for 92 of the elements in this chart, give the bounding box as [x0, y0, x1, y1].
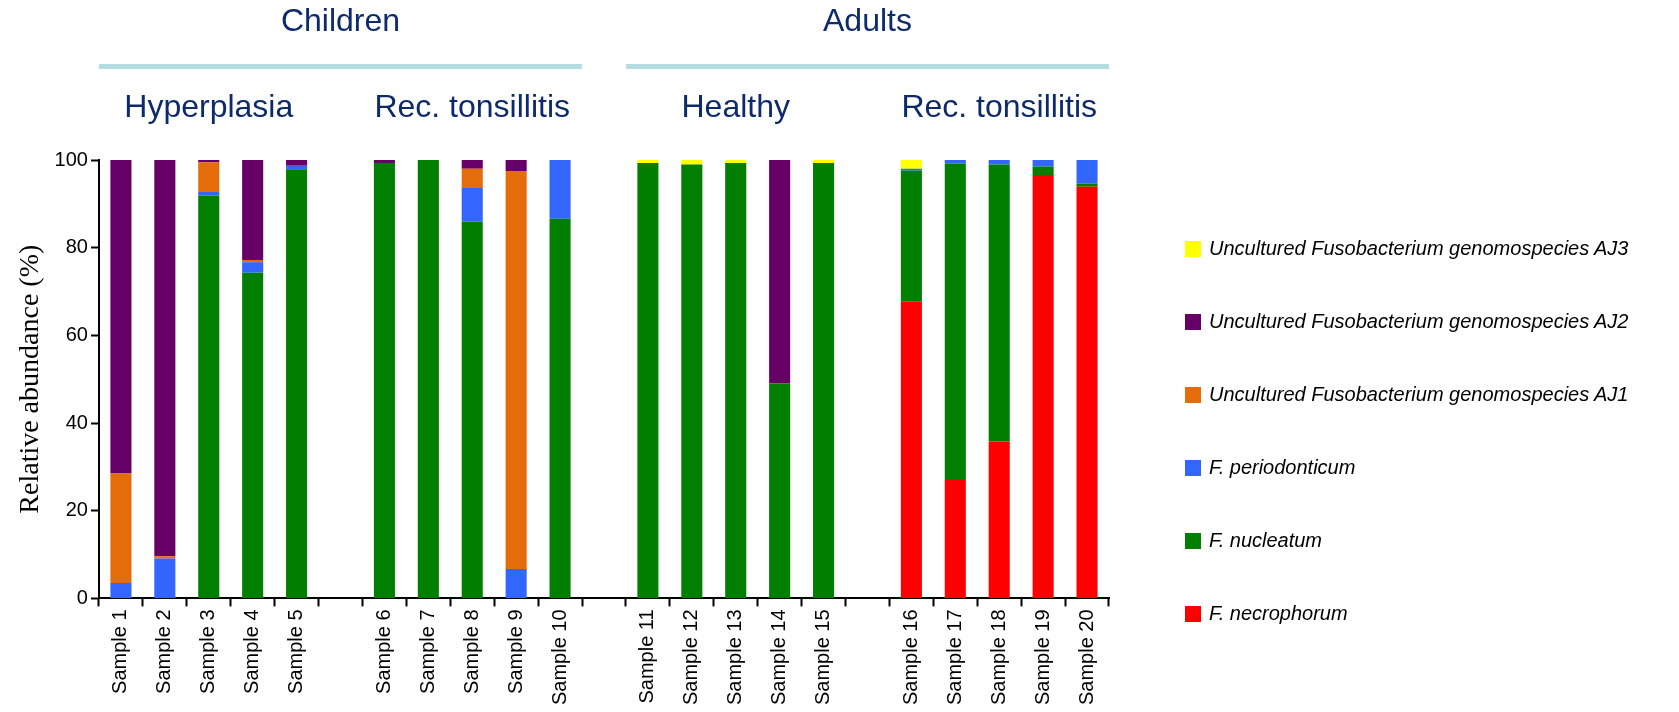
bar	[637, 163, 659, 598]
x-tick-label: Sample 7	[415, 609, 438, 694]
y-tick-label: 40	[65, 410, 88, 433]
bar	[637, 160, 659, 164]
bar	[944, 480, 966, 598]
bar	[988, 164, 1010, 442]
bar	[813, 160, 835, 164]
bar	[1076, 186, 1098, 598]
bar	[900, 160, 922, 169]
bar	[549, 218, 571, 598]
x-tick-label: Sample 11	[635, 609, 658, 704]
text: Healthy	[681, 88, 790, 125]
bar	[1076, 160, 1098, 184]
bar	[769, 160, 791, 384]
bar	[1032, 166, 1054, 175]
bar	[110, 473, 132, 584]
x-tick-label: Sample 16	[898, 609, 921, 706]
bar	[549, 160, 571, 219]
bar	[461, 221, 483, 598]
x-tick-label: Sample 3	[196, 609, 219, 694]
legend-label: F. nucleatum	[1209, 529, 1323, 552]
bar	[505, 160, 527, 171]
bar	[988, 441, 1010, 598]
x-tick-label: Sample 15	[811, 609, 834, 706]
bar	[154, 558, 176, 598]
bar	[110, 583, 132, 598]
text: Hyperplasia	[124, 88, 294, 125]
bar	[286, 169, 308, 598]
bar	[725, 163, 747, 598]
bar	[373, 163, 395, 598]
bar	[242, 160, 264, 260]
x-tick-label: Sample 20	[1074, 609, 1097, 706]
bar	[725, 160, 747, 164]
bar	[154, 556, 176, 559]
x-tick-label: Sample 9	[503, 609, 526, 694]
bar	[198, 195, 220, 598]
y-axis-title: Relative abundance (%)	[13, 244, 45, 514]
text: Rec. tonsillitis	[374, 88, 571, 125]
bar	[944, 160, 966, 164]
text: Children	[280, 2, 401, 39]
y-tick-label: 20	[65, 498, 88, 521]
bar	[198, 162, 220, 192]
bar	[110, 160, 132, 474]
bar	[417, 160, 439, 598]
x-tick-label: Sample 2	[152, 609, 175, 694]
legend-label: Uncultured Fusobacterium genomospecies AJ3	[1209, 237, 1629, 260]
bar	[198, 160, 220, 163]
bar	[769, 383, 791, 598]
bar	[461, 168, 483, 189]
y-tick-label: 0	[76, 585, 88, 608]
bar	[461, 188, 483, 222]
bar	[505, 569, 527, 598]
x-tick-label: Sample 12	[679, 609, 702, 706]
y-tick-label: 100	[54, 147, 88, 170]
x-tick-label: Sample 13	[723, 609, 746, 706]
x-tick-label: Sample 10	[547, 609, 570, 706]
bar	[1032, 160, 1054, 167]
bar	[242, 262, 264, 273]
x-tick-label: Sample 19	[1030, 609, 1053, 706]
x-tick-label: Sample 4	[240, 609, 263, 694]
bar	[286, 160, 308, 166]
bar	[900, 301, 922, 598]
y-tick-label: 80	[65, 235, 88, 258]
legend-label: F. periodonticum	[1209, 456, 1356, 479]
text: Adults	[823, 2, 912, 39]
bar	[461, 160, 483, 169]
x-tick-label: Sample 17	[942, 609, 965, 706]
bar	[681, 164, 703, 598]
bar	[154, 160, 176, 557]
x-tick-label: Sample 8	[459, 609, 482, 694]
bar	[1076, 183, 1098, 187]
legend-label: Uncultured Fusobacterium genomospecies AJ1	[1209, 383, 1629, 406]
legend-label: F. necrophorum	[1209, 602, 1348, 625]
bar	[681, 160, 703, 165]
bar	[1032, 174, 1054, 598]
x-tick-label: Sample 1	[108, 609, 131, 694]
bar	[242, 259, 264, 263]
y-tick-label: 60	[65, 322, 88, 345]
bar	[813, 163, 835, 598]
bar	[373, 160, 395, 164]
x-tick-label: Sample 14	[767, 609, 790, 706]
x-tick-label: Sample 18	[986, 609, 1009, 706]
text: Rec. tonsillitis	[901, 88, 1098, 125]
bar	[988, 160, 1010, 165]
x-tick-label: Sample 5	[284, 609, 307, 694]
bar	[900, 170, 922, 302]
legend-label: Uncultured Fusobacterium genomospecies AJ2	[1209, 310, 1629, 333]
bar	[944, 163, 966, 481]
bar	[505, 170, 527, 570]
x-tick-label: Sample 6	[371, 609, 394, 694]
bar	[242, 272, 264, 598]
bar	[198, 192, 220, 196]
